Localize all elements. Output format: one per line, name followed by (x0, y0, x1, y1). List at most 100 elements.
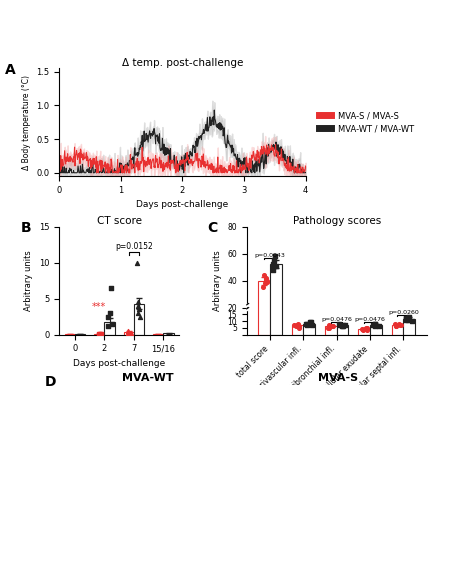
Point (270, 262, 277, 271)
Bar (403, 319, 415, 335)
Point (260, 271, 268, 280)
Point (325, 320, 333, 329)
Bar (258, 281, 270, 335)
Bar (124, 332, 134, 335)
Bar (370, 325, 382, 335)
Text: p=0.0476: p=0.0476 (321, 317, 352, 322)
Text: p=0.0043: p=0.0043 (255, 253, 285, 258)
Point (292, 322, 300, 331)
Point (127, 328, 135, 337)
Legend: MVA-S / MVA-S, MVA-WT / MVA-WT: MVA-S / MVA-S, MVA-WT / MVA-WT (319, 111, 414, 133)
Point (124, 327, 131, 336)
Point (359, 326, 367, 335)
Point (137, 312, 144, 321)
Point (329, 322, 337, 331)
Point (263, 276, 271, 285)
Point (272, 261, 279, 270)
Point (309, 320, 316, 329)
Point (303, 319, 311, 328)
Point (307, 318, 314, 327)
Text: B: B (21, 221, 31, 236)
Bar (134, 304, 144, 335)
Point (327, 322, 335, 331)
Bar (303, 324, 315, 335)
Point (408, 316, 416, 325)
Point (108, 319, 115, 328)
Y-axis label: Arbitrary units: Arbitrary units (213, 250, 222, 311)
Point (338, 322, 346, 331)
Point (339, 320, 347, 329)
Point (392, 322, 399, 331)
Point (294, 320, 301, 329)
Point (134, 308, 142, 318)
Point (125, 329, 132, 338)
Bar (392, 325, 403, 335)
Point (371, 319, 378, 328)
Point (106, 308, 113, 318)
Point (262, 273, 269, 282)
Title: MVA-WT: MVA-WT (122, 373, 173, 383)
Bar (292, 325, 303, 335)
Point (358, 324, 366, 333)
Title: MVA-S: MVA-S (318, 373, 358, 383)
Point (364, 326, 371, 335)
Point (133, 258, 141, 267)
Text: A: A (5, 63, 16, 77)
Y-axis label: Arbitrary units: Arbitrary units (25, 250, 34, 311)
Point (371, 319, 378, 328)
Text: ***: *** (92, 302, 107, 311)
Bar (358, 329, 370, 335)
Point (402, 314, 410, 323)
Point (336, 319, 343, 328)
Title: Δ temp. post-challenge: Δ temp. post-challenge (122, 57, 243, 68)
Bar (337, 325, 348, 335)
Point (371, 322, 379, 331)
Point (294, 319, 302, 328)
Point (291, 320, 298, 329)
Point (364, 323, 371, 332)
Point (269, 265, 277, 274)
Point (270, 256, 278, 265)
Point (295, 323, 303, 332)
Point (402, 315, 410, 324)
Point (324, 323, 332, 332)
Point (108, 283, 115, 292)
Point (269, 260, 276, 269)
Point (326, 323, 333, 332)
Y-axis label: Δ Body temperature (°C): Δ Body temperature (°C) (22, 75, 31, 170)
Text: C: C (207, 221, 218, 236)
Point (342, 320, 349, 329)
Point (406, 312, 413, 321)
Point (402, 314, 410, 323)
Point (404, 315, 412, 324)
Point (391, 319, 399, 328)
Point (375, 322, 383, 331)
Text: D: D (45, 376, 56, 389)
Point (302, 319, 310, 328)
Point (263, 278, 271, 287)
Point (362, 324, 369, 333)
Point (328, 322, 336, 331)
Point (397, 320, 404, 329)
Text: p=0.0260: p=0.0260 (388, 310, 419, 315)
Point (362, 323, 370, 332)
Point (259, 283, 266, 292)
Bar (104, 321, 115, 335)
Point (135, 305, 143, 314)
Point (395, 319, 403, 328)
Point (339, 322, 347, 331)
Point (104, 321, 112, 331)
Point (371, 320, 379, 329)
X-axis label: Days post-challenge: Days post-challenge (73, 359, 165, 368)
Point (336, 320, 343, 329)
Title: CT score: CT score (97, 216, 142, 226)
Point (295, 322, 303, 331)
Text: p=0.0476: p=0.0476 (355, 317, 385, 321)
Point (397, 320, 404, 329)
Point (272, 252, 279, 261)
Point (105, 312, 112, 321)
Bar (164, 333, 174, 335)
Point (134, 301, 141, 310)
Point (96, 329, 104, 339)
Point (370, 320, 377, 329)
